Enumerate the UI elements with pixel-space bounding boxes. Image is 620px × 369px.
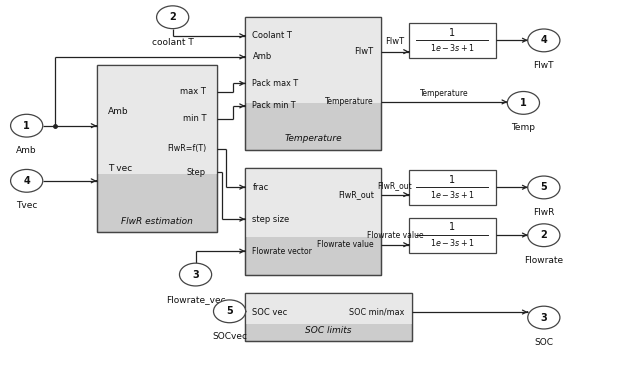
Text: frac: frac bbox=[252, 183, 268, 192]
Ellipse shape bbox=[528, 224, 560, 246]
Text: SOC vec: SOC vec bbox=[252, 307, 288, 317]
Text: $1e-3s+1$: $1e-3s+1$ bbox=[430, 42, 475, 54]
Text: coolant T: coolant T bbox=[152, 38, 193, 47]
Text: Amb: Amb bbox=[108, 107, 128, 116]
Text: Tvec: Tvec bbox=[16, 201, 37, 210]
Text: Temperature: Temperature bbox=[420, 89, 469, 97]
Text: 1: 1 bbox=[450, 28, 455, 38]
Text: Pack min T: Pack min T bbox=[252, 101, 296, 110]
Text: 3: 3 bbox=[192, 270, 199, 280]
Text: Flowrate vector: Flowrate vector bbox=[252, 246, 312, 256]
Text: $1e-3s+1$: $1e-3s+1$ bbox=[430, 237, 475, 248]
Text: Flowrate_vec: Flowrate_vec bbox=[166, 295, 225, 304]
Text: SOCvec: SOCvec bbox=[212, 332, 247, 341]
FancyBboxPatch shape bbox=[245, 293, 412, 341]
Text: FlwR_out: FlwR_out bbox=[378, 181, 412, 190]
Text: Temperature: Temperature bbox=[285, 134, 342, 143]
Text: 2: 2 bbox=[541, 230, 547, 240]
FancyBboxPatch shape bbox=[245, 168, 381, 237]
FancyBboxPatch shape bbox=[409, 170, 495, 205]
Text: 1: 1 bbox=[450, 223, 455, 232]
FancyBboxPatch shape bbox=[97, 65, 217, 174]
FancyBboxPatch shape bbox=[97, 65, 217, 232]
Text: FlwR=f(T): FlwR=f(T) bbox=[167, 144, 206, 153]
Text: 5: 5 bbox=[226, 306, 233, 316]
FancyBboxPatch shape bbox=[245, 293, 412, 324]
Text: $1e-3s+1$: $1e-3s+1$ bbox=[430, 189, 475, 200]
Text: FlwT: FlwT bbox=[386, 37, 405, 46]
FancyBboxPatch shape bbox=[409, 218, 495, 252]
Text: 3: 3 bbox=[541, 313, 547, 323]
Text: Amb: Amb bbox=[16, 146, 37, 155]
Text: T vec: T vec bbox=[108, 164, 132, 173]
Text: Pack max T: Pack max T bbox=[252, 79, 299, 88]
Text: max T: max T bbox=[180, 87, 206, 96]
Text: 4: 4 bbox=[24, 176, 30, 186]
Ellipse shape bbox=[507, 92, 539, 114]
Text: 1: 1 bbox=[24, 121, 30, 131]
Text: 1: 1 bbox=[450, 175, 455, 184]
Ellipse shape bbox=[157, 6, 188, 29]
Text: Flowrate value: Flowrate value bbox=[317, 240, 374, 249]
Text: FlwR estimation: FlwR estimation bbox=[121, 217, 193, 226]
Text: FlwT: FlwT bbox=[534, 61, 554, 70]
FancyBboxPatch shape bbox=[245, 17, 381, 149]
FancyBboxPatch shape bbox=[245, 168, 381, 275]
Text: Amb: Amb bbox=[252, 52, 272, 62]
Text: Temp: Temp bbox=[512, 124, 536, 132]
Text: 1: 1 bbox=[520, 98, 527, 108]
Ellipse shape bbox=[179, 263, 211, 286]
Text: Temperature: Temperature bbox=[325, 97, 374, 106]
Text: 5: 5 bbox=[541, 182, 547, 193]
Text: step size: step size bbox=[252, 215, 290, 224]
Text: min T: min T bbox=[182, 114, 206, 123]
Text: 2: 2 bbox=[169, 12, 176, 22]
FancyBboxPatch shape bbox=[245, 17, 381, 103]
Text: Coolant T: Coolant T bbox=[252, 31, 293, 40]
Text: SOC: SOC bbox=[534, 338, 553, 347]
Ellipse shape bbox=[213, 300, 246, 323]
Ellipse shape bbox=[528, 306, 560, 329]
Text: FlwT: FlwT bbox=[355, 47, 374, 56]
Text: 4: 4 bbox=[541, 35, 547, 45]
Text: SOC min/max: SOC min/max bbox=[349, 307, 405, 317]
Ellipse shape bbox=[528, 176, 560, 199]
Text: FlwR: FlwR bbox=[533, 208, 554, 217]
Ellipse shape bbox=[11, 114, 43, 137]
FancyBboxPatch shape bbox=[409, 23, 495, 58]
Ellipse shape bbox=[528, 29, 560, 52]
Text: FlwR_out: FlwR_out bbox=[338, 190, 374, 199]
Text: SOC limits: SOC limits bbox=[305, 326, 352, 335]
Text: Flowrate: Flowrate bbox=[525, 256, 564, 265]
Ellipse shape bbox=[11, 169, 43, 192]
Text: Flowrate value: Flowrate value bbox=[367, 231, 423, 240]
Text: Step: Step bbox=[187, 168, 206, 177]
